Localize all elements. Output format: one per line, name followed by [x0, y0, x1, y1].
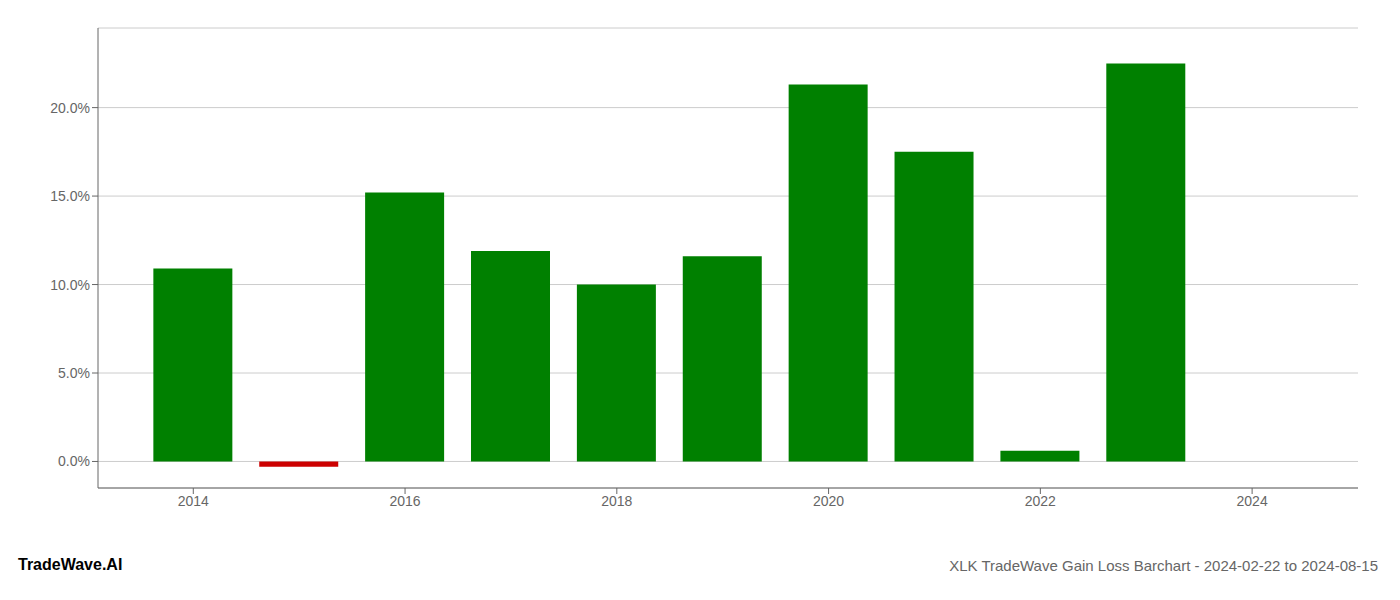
svg-text:2014: 2014	[178, 493, 209, 509]
svg-text:20.0%: 20.0%	[50, 100, 90, 116]
svg-text:2018: 2018	[601, 493, 632, 509]
svg-text:2020: 2020	[813, 493, 844, 509]
html-text:TradeWave.AI: TradeWave.AI	[18, 556, 123, 573]
html-text:XLK TradeWave Gain Loss Barcha: XLK TradeWave Gain Loss Barchart - 2024-…	[949, 557, 1378, 574]
svg-text:2024: 2024	[1237, 493, 1268, 509]
svg-text:0.0%: 0.0%	[58, 453, 90, 469]
svg-text:2022: 2022	[1025, 493, 1056, 509]
svg-text:15.0%: 15.0%	[50, 188, 90, 204]
svg-text:5.0%: 5.0%	[58, 365, 90, 381]
svg-text:10.0%: 10.0%	[50, 277, 90, 293]
svg-text:2016: 2016	[389, 493, 420, 509]
